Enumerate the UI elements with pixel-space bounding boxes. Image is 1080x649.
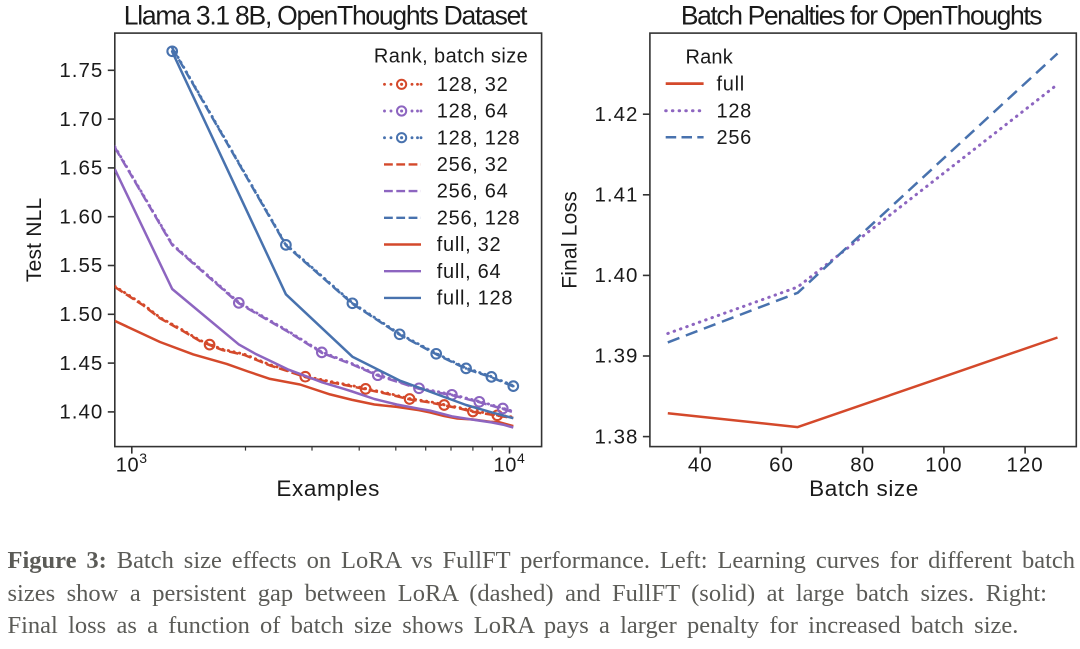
svg-text:1.75: 1.75 xyxy=(59,59,103,82)
svg-text:128, 128: 128, 128 xyxy=(437,127,520,149)
svg-text:1.38: 1.38 xyxy=(594,425,638,448)
svg-text:1.42: 1.42 xyxy=(594,103,638,126)
svg-text:Test NLL: Test NLL xyxy=(23,198,46,282)
svg-text:1.45: 1.45 xyxy=(59,352,103,375)
svg-text:10: 10 xyxy=(116,455,139,477)
svg-text:1.50: 1.50 xyxy=(59,303,103,326)
svg-text:Examples: Examples xyxy=(276,476,380,501)
svg-text:full, 128: full, 128 xyxy=(437,288,513,310)
svg-text:256, 64: 256, 64 xyxy=(437,181,509,203)
svg-text:80: 80 xyxy=(850,454,875,477)
svg-text:Batch Penalties for OpenThough: Batch Penalties for OpenThoughts xyxy=(681,1,1042,31)
svg-text:1.55: 1.55 xyxy=(59,254,103,277)
svg-text:10: 10 xyxy=(494,455,517,477)
svg-text:Rank: Rank xyxy=(685,46,733,68)
svg-text:128, 32: 128, 32 xyxy=(437,74,509,96)
svg-text:256: 256 xyxy=(717,127,752,149)
svg-text:Batch size: Batch size xyxy=(809,476,919,501)
svg-text:1.70: 1.70 xyxy=(59,108,103,131)
svg-text:60: 60 xyxy=(769,454,794,477)
svg-text:full, 64: full, 64 xyxy=(437,261,502,283)
svg-text:120: 120 xyxy=(1006,454,1043,477)
svg-text:1.65: 1.65 xyxy=(59,157,103,180)
svg-text:Final Loss: Final Loss xyxy=(559,191,582,289)
svg-text:128, 64: 128, 64 xyxy=(437,101,509,123)
svg-text:256, 128: 256, 128 xyxy=(437,207,520,229)
svg-text:1.41: 1.41 xyxy=(594,184,638,207)
svg-text:1.40: 1.40 xyxy=(594,264,638,287)
svg-text:256, 32: 256, 32 xyxy=(437,154,509,176)
svg-text:40: 40 xyxy=(688,454,713,477)
svg-text:3: 3 xyxy=(139,450,147,466)
svg-text:1.60: 1.60 xyxy=(59,205,103,228)
svg-text:full, 32: full, 32 xyxy=(437,234,502,256)
svg-text:1.40: 1.40 xyxy=(59,401,103,424)
svg-text:Llama 3.1 8B, OpenThoughts Dat: Llama 3.1 8B, OpenThoughts Dataset xyxy=(124,1,528,31)
svg-text:1.39: 1.39 xyxy=(594,345,638,368)
svg-text:4: 4 xyxy=(517,450,525,466)
svg-text:full: full xyxy=(717,73,745,95)
svg-text:100: 100 xyxy=(925,454,962,477)
svg-text:Rank, batch size: Rank, batch size xyxy=(374,46,528,68)
svg-text:128: 128 xyxy=(717,101,752,123)
